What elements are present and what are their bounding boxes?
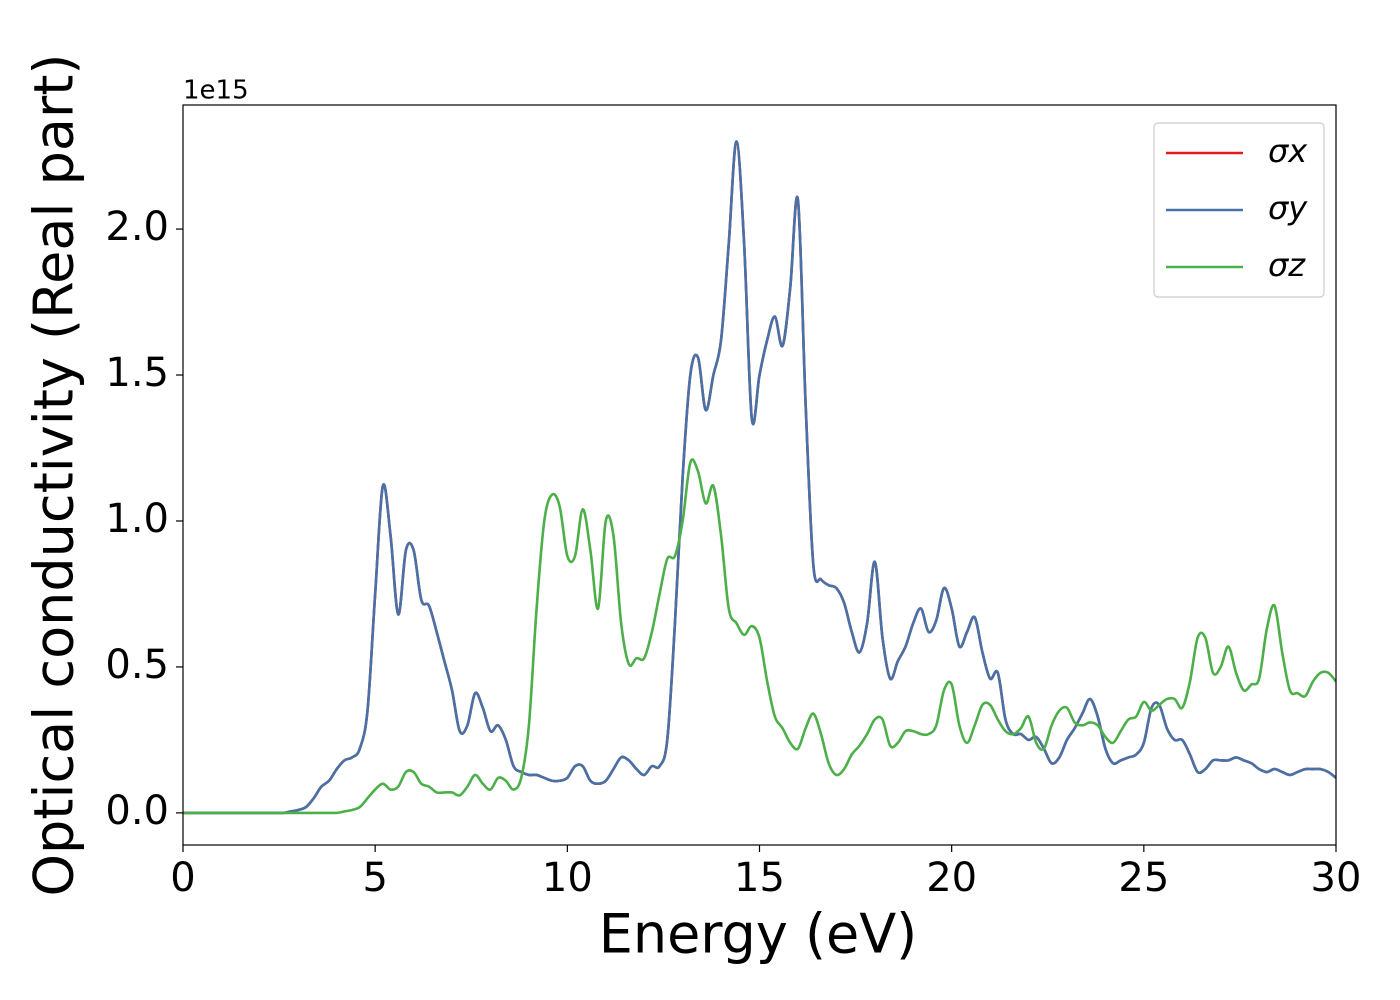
y-tick-label: 2.0 xyxy=(105,204,169,250)
legend-label: σz xyxy=(1268,246,1306,284)
x-tick-label: 20 xyxy=(926,855,977,901)
x-tick-label: 0 xyxy=(170,855,195,901)
y-tick-label: 0.0 xyxy=(105,788,169,834)
y-tick-label: 1.5 xyxy=(105,350,169,396)
y-tick-label: 1.0 xyxy=(105,496,169,542)
y-offset-label: 1e15 xyxy=(183,76,249,106)
legend-label: σy xyxy=(1268,189,1308,227)
plot-frame xyxy=(182,104,1337,846)
series-line xyxy=(183,140,1336,815)
x-tick-label: 5 xyxy=(362,855,387,901)
x-tick-label: 10 xyxy=(542,855,593,901)
legend-label: σx xyxy=(1268,132,1308,170)
x-axis-label: Energy (eV) xyxy=(599,903,918,966)
x-tick-label: 25 xyxy=(1118,855,1169,901)
y-tick-label: 0.5 xyxy=(105,642,169,688)
x-tick-label: 30 xyxy=(1311,855,1362,901)
x-tick-label: 15 xyxy=(734,855,785,901)
y-axis-label: Optical conductivity (Real part) xyxy=(23,54,86,897)
series-line xyxy=(183,458,1336,815)
